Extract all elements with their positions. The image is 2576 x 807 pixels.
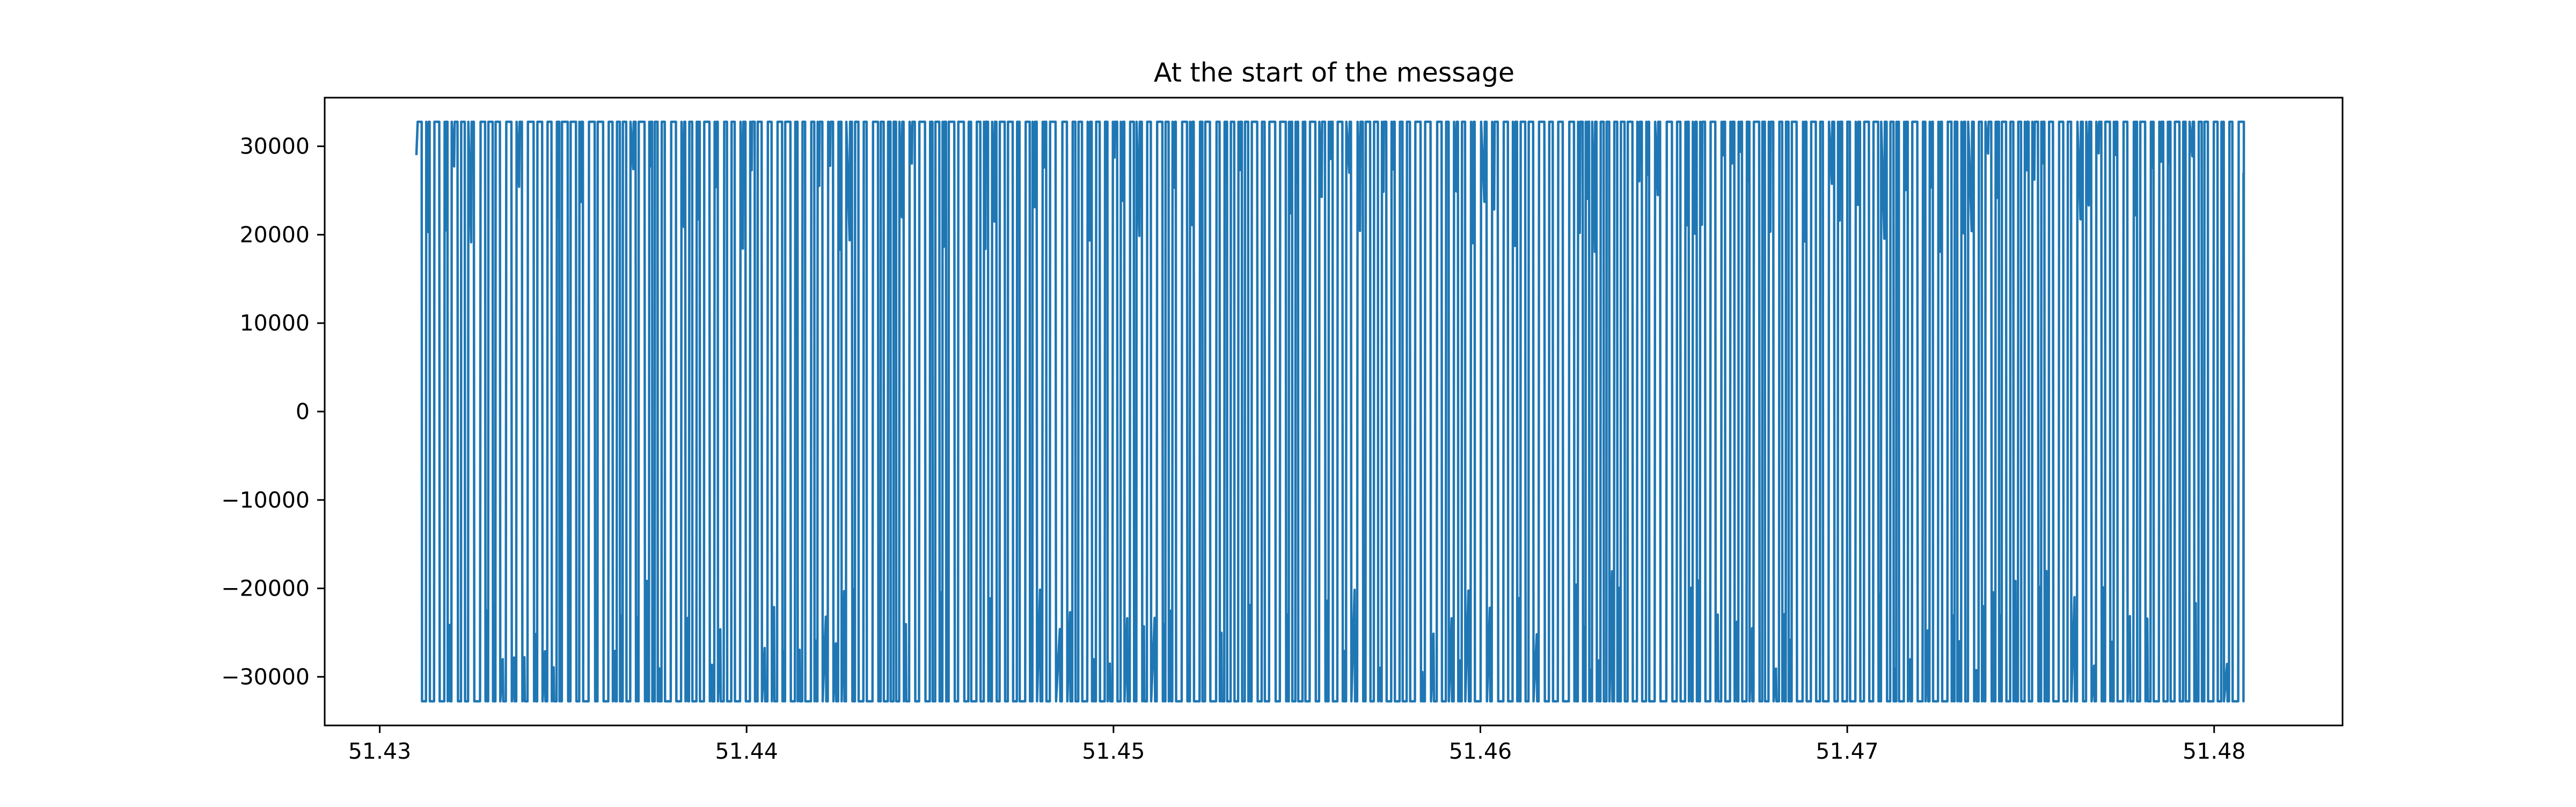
y-tick-label: −10000	[221, 487, 310, 513]
x-tick-label: 51.45	[1082, 738, 1145, 764]
y-tick-label: −30000	[221, 664, 310, 689]
y-axis: 30000 20000 10000 0 −10000 −20000 −30000	[221, 134, 325, 689]
signal-series-line	[415, 120, 2245, 703]
x-tick-label: 51.46	[1449, 738, 1512, 764]
x-tick-label: 51.48	[2183, 738, 2245, 764]
plot-area	[415, 120, 2245, 703]
x-tick-label: 51.43	[348, 738, 411, 764]
chart-title: At the start of the message	[1154, 57, 1514, 88]
y-tick-label: 20000	[240, 222, 310, 247]
y-tick-label: 10000	[240, 310, 310, 336]
y-tick-label: −20000	[221, 576, 310, 601]
x-tick-label: 51.47	[1816, 738, 1878, 764]
y-tick-label: 0	[296, 399, 310, 424]
y-tick-label: 30000	[240, 134, 310, 159]
x-tick-label: 51.44	[715, 738, 778, 764]
x-axis: 51.43 51.44 51.45 51.46 51.47 51.48	[348, 725, 2245, 764]
